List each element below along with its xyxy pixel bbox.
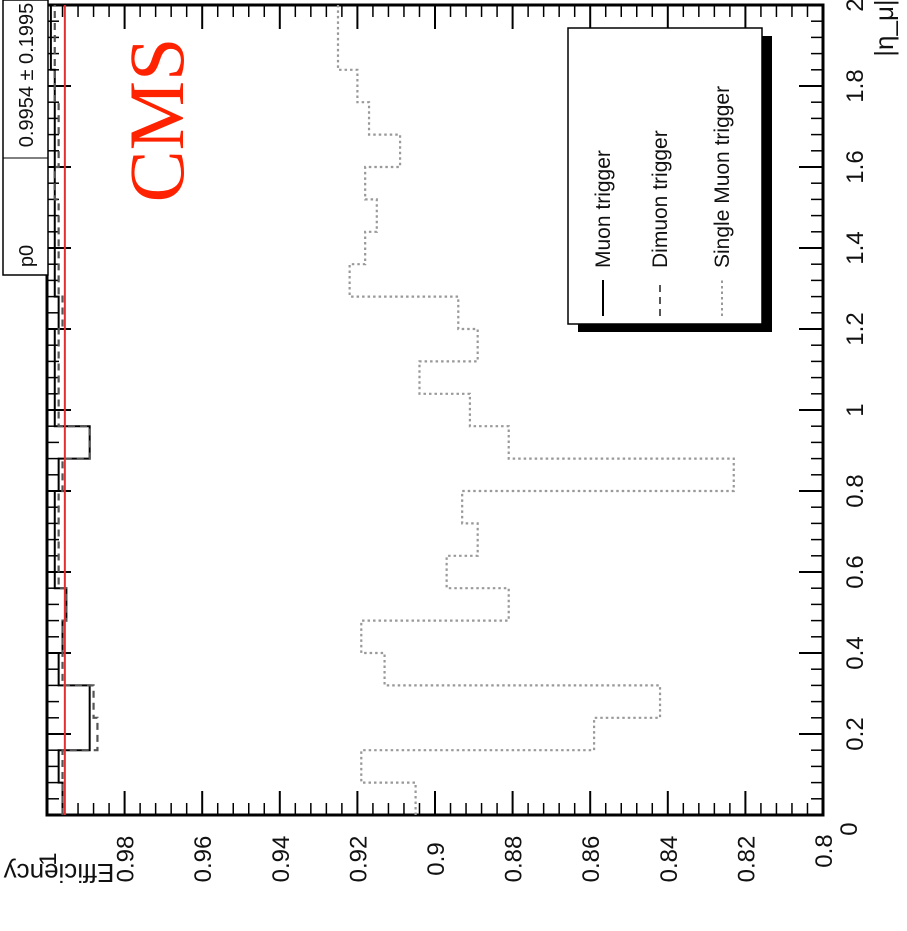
- y-tick-label: 0.88: [501, 836, 528, 883]
- y-tick-label: 0.92: [345, 836, 372, 883]
- x-tick-label: 0.2: [842, 717, 869, 750]
- y-tick-label: 1: [35, 852, 62, 865]
- cms-annotation: CMS: [113, 38, 200, 203]
- x-tick-label: 1.8: [842, 69, 869, 102]
- x-tick-label: 0.6: [842, 555, 869, 588]
- legend: Muon trigger Dimuon trigger Single Muon tr…: [567, 27, 772, 332]
- y-tick-label: 0.8: [811, 834, 838, 867]
- series-single-muon-trigger: [336, 5, 735, 815]
- y-tick-label: 0.94: [268, 836, 295, 883]
- y-tick-label: 0.98: [113, 836, 140, 883]
- x-tick-label: 2: [842, 0, 869, 12]
- stats-label: p0: [16, 245, 38, 267]
- series-layer: [49, 5, 735, 815]
- y-tick-label: 0.82: [733, 836, 760, 883]
- x-tick-label: 1.2: [842, 312, 869, 345]
- x-tick-label: 0.8: [842, 474, 869, 507]
- legend-entry: Dimuon trigger: [649, 130, 672, 268]
- x-tick-label: 0: [836, 822, 863, 835]
- y-tick-label: 0.86: [578, 836, 605, 883]
- series-dimuon-trigger: [53, 5, 99, 815]
- legend-entry: Single Muon trigger: [711, 86, 734, 268]
- x-axis-title: |η_μ|: [869, 0, 899, 57]
- y-tick-label: 0.9: [423, 842, 450, 875]
- y-tick-label: 0.96: [190, 836, 217, 883]
- stats-box: p0 0.9954 ± 0.1995: [2, 0, 49, 276]
- stats-box-frame: [2, 0, 49, 276]
- legend-frame: [567, 27, 763, 325]
- legend-entry: Muon trigger: [592, 150, 615, 268]
- x-tick-label: 0.4: [842, 636, 869, 669]
- chart-text: CMS Efficiency |η_μ|: [4, 0, 899, 888]
- axis-ticks: 0.820.840.860.880.90.920.940.960.981 0.80…: [35, 0, 869, 882]
- y-axis-title: Efficiency: [4, 858, 115, 888]
- stats-value: 0.9954 ± 0.1995: [16, 3, 38, 147]
- x-tick-label: 1.4: [842, 231, 869, 264]
- x-tick-label: 1.6: [842, 150, 869, 183]
- y-tick-label: 0.84: [656, 836, 683, 883]
- x-tick-label: 1: [842, 403, 869, 416]
